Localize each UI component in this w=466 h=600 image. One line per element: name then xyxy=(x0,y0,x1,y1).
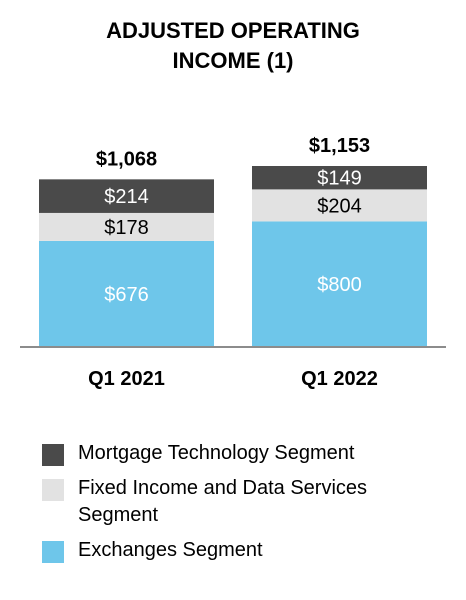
data-label: $214 xyxy=(104,186,149,208)
chart-title-line-2: INCOME (1) xyxy=(172,48,294,73)
total-label: $1,068 xyxy=(96,148,157,170)
legend-label: Segment xyxy=(78,504,159,526)
chart-title-line-1: ADJUSTED OPERATING xyxy=(106,18,360,43)
bar-segment-q1-2022-2 xyxy=(252,166,427,190)
data-label: $204 xyxy=(317,195,362,217)
total-label: $1,153 xyxy=(309,135,370,157)
legend-label: Exchanges Segment xyxy=(78,539,263,561)
bar-segment-q1-2022-1 xyxy=(252,189,427,222)
legend-swatch xyxy=(42,444,64,466)
data-label: $149 xyxy=(317,168,362,190)
data-label: $676 xyxy=(104,284,149,306)
bar-segment-q1-2021-2 xyxy=(39,179,214,213)
bar-segment-q1-2022-0 xyxy=(252,221,427,347)
data-label: $178 xyxy=(104,217,149,239)
category-tick-label: Q1 2021 xyxy=(88,368,165,390)
legend-label: Fixed Income and Data Services xyxy=(78,477,368,499)
chart-title: ADJUSTED OPERATING INCOME (1) xyxy=(0,16,466,76)
chart-legend: Mortgage Technology Segment Fixed Income … xyxy=(42,440,442,572)
legend-label: Mortgage Technology Segment xyxy=(78,442,355,464)
legend-swatch xyxy=(42,479,64,501)
stacked-bar-chart: $676 $178 $214 $1,068 Q1 2021 $800 $204 $149 $1,… xyxy=(20,135,446,390)
category-tick-label: Q1 2022 xyxy=(301,368,378,390)
legend-swatch xyxy=(42,541,64,563)
legend-item: Exchanges Segment xyxy=(42,537,442,564)
legend-item: Mortgage Technology Segment xyxy=(42,440,442,467)
legend-item: Fixed Income and Data Services Segment xyxy=(42,475,442,529)
data-label: $800 xyxy=(317,274,362,296)
bar-segment-q1-2021-1 xyxy=(39,212,214,241)
bar-segment-q1-2021-0 xyxy=(39,240,214,347)
